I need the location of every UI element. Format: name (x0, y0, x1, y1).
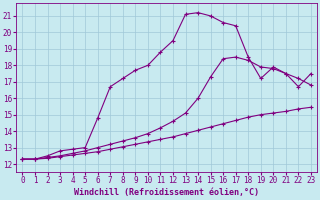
X-axis label: Windchill (Refroidissement éolien,°C): Windchill (Refroidissement éolien,°C) (74, 188, 259, 197)
